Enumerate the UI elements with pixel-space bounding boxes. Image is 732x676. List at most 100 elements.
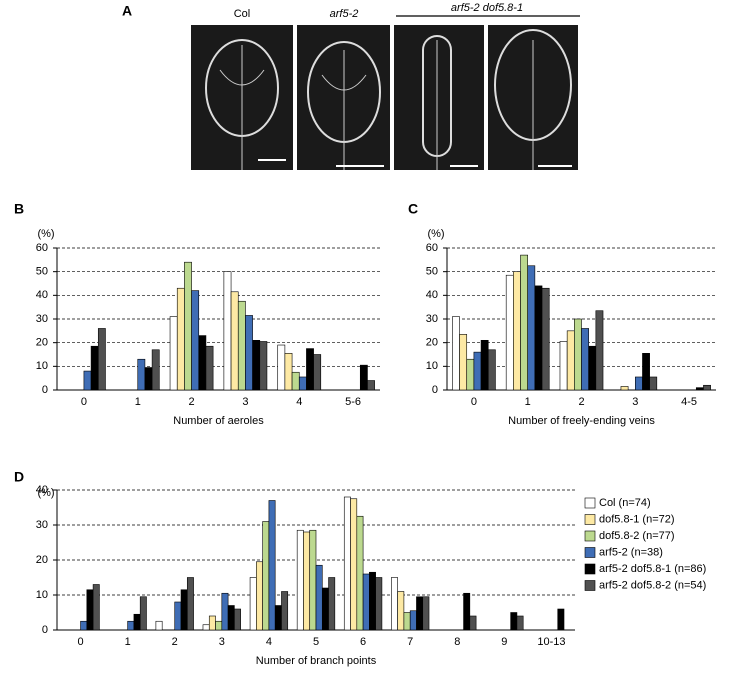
column-label: arf5-2 bbox=[330, 8, 359, 20]
panel-label: A bbox=[122, 3, 132, 19]
bar bbox=[174, 601, 182, 631]
y-tick-label: 10 bbox=[36, 589, 48, 601]
bar bbox=[343, 496, 351, 631]
bar bbox=[375, 577, 383, 631]
bar bbox=[176, 287, 185, 391]
legend-label: arf5-2 dof5.8-1 (n=86) bbox=[599, 563, 706, 575]
y-tick-label: 10 bbox=[36, 360, 48, 372]
x-tick-label: 3 bbox=[219, 636, 225, 648]
x-tick-label: 0 bbox=[81, 396, 87, 408]
x-tick-label: 4 bbox=[296, 396, 302, 408]
bar bbox=[274, 605, 282, 631]
x-axis-label: Number of freely-ending veins bbox=[508, 415, 655, 427]
bar bbox=[642, 353, 650, 391]
bar bbox=[221, 592, 229, 631]
x-tick-label: 1 bbox=[525, 396, 531, 408]
bar bbox=[391, 577, 398, 631]
bar bbox=[367, 380, 375, 391]
y-tick-label: 30 bbox=[36, 519, 48, 531]
bar bbox=[284, 353, 293, 391]
bar bbox=[86, 589, 94, 631]
bar bbox=[198, 335, 207, 391]
bar bbox=[505, 274, 514, 391]
bar bbox=[208, 615, 216, 631]
x-tick-label: 4 bbox=[266, 636, 272, 648]
bar bbox=[313, 354, 322, 391]
y-tick-label: 0 bbox=[432, 384, 438, 396]
legend-swatch bbox=[584, 530, 596, 542]
y-tick-label: 0 bbox=[42, 384, 48, 396]
legend-label: arf5-2 dof5.8-2 (n=54) bbox=[599, 579, 706, 591]
x-tick-label: 1 bbox=[125, 636, 131, 648]
y-tick-label: 50 bbox=[426, 266, 438, 278]
bar bbox=[245, 315, 253, 391]
bar bbox=[510, 612, 518, 631]
bar bbox=[321, 587, 329, 631]
bar bbox=[184, 261, 192, 391]
bar bbox=[281, 591, 289, 631]
bar bbox=[205, 345, 214, 391]
legend-swatch bbox=[584, 547, 596, 558]
bar bbox=[595, 310, 604, 391]
bar bbox=[133, 613, 141, 631]
bar bbox=[574, 318, 582, 391]
leaf-image bbox=[394, 25, 484, 170]
bar bbox=[463, 592, 471, 631]
x-tick-label: 3 bbox=[242, 396, 248, 408]
bar bbox=[466, 358, 475, 391]
y-tick-label: 20 bbox=[36, 337, 48, 349]
bar bbox=[237, 300, 246, 391]
y-unit: (%) bbox=[37, 487, 54, 499]
y-unit: (%) bbox=[427, 228, 444, 240]
bar bbox=[703, 384, 711, 391]
x-tick-label: 4-5 bbox=[681, 396, 697, 408]
bar bbox=[90, 345, 99, 391]
bar bbox=[277, 344, 286, 391]
bar bbox=[369, 571, 376, 631]
bar bbox=[473, 351, 482, 391]
x-tick-label: 6 bbox=[360, 636, 366, 648]
legend-swatch bbox=[584, 514, 596, 525]
bar bbox=[259, 341, 268, 391]
bar bbox=[151, 349, 160, 391]
bar bbox=[397, 591, 405, 631]
bar bbox=[350, 498, 358, 631]
bar bbox=[169, 316, 178, 391]
x-tick-label: 5 bbox=[313, 636, 319, 648]
bar bbox=[634, 376, 643, 391]
bar bbox=[249, 577, 257, 631]
y-tick-label: 10 bbox=[426, 360, 438, 372]
bar bbox=[202, 624, 210, 631]
x-tick-label: 0 bbox=[471, 396, 477, 408]
bar bbox=[516, 615, 524, 631]
x-tick-label: 7 bbox=[407, 636, 413, 648]
bar bbox=[215, 620, 223, 631]
y-unit: (%) bbox=[37, 228, 54, 240]
bar bbox=[303, 531, 311, 631]
bar bbox=[80, 620, 88, 631]
column-label: Col bbox=[234, 8, 251, 20]
y-tick-label: 20 bbox=[36, 554, 48, 566]
bar bbox=[298, 376, 307, 391]
x-axis-label: Number of aeroles bbox=[173, 415, 264, 427]
x-tick-label: 2 bbox=[172, 636, 178, 648]
legend-swatch bbox=[584, 497, 596, 509]
bar bbox=[83, 370, 92, 391]
bar bbox=[581, 328, 589, 391]
column-label: arf5-2 dof5.8-1 bbox=[451, 2, 523, 14]
bar bbox=[291, 371, 300, 391]
y-tick-label: 60 bbox=[36, 242, 48, 254]
leaf-images bbox=[191, 25, 578, 170]
bar bbox=[223, 271, 232, 391]
bar bbox=[557, 608, 565, 631]
bar bbox=[588, 345, 597, 391]
bar bbox=[144, 367, 153, 391]
bar bbox=[191, 290, 200, 391]
bar bbox=[306, 348, 314, 391]
bar bbox=[541, 287, 550, 391]
y-tick-label: 40 bbox=[36, 484, 48, 496]
x-tick-label: 8 bbox=[454, 636, 460, 648]
bar bbox=[180, 589, 188, 631]
bar bbox=[487, 349, 496, 391]
y-tick-label: 30 bbox=[36, 313, 48, 325]
